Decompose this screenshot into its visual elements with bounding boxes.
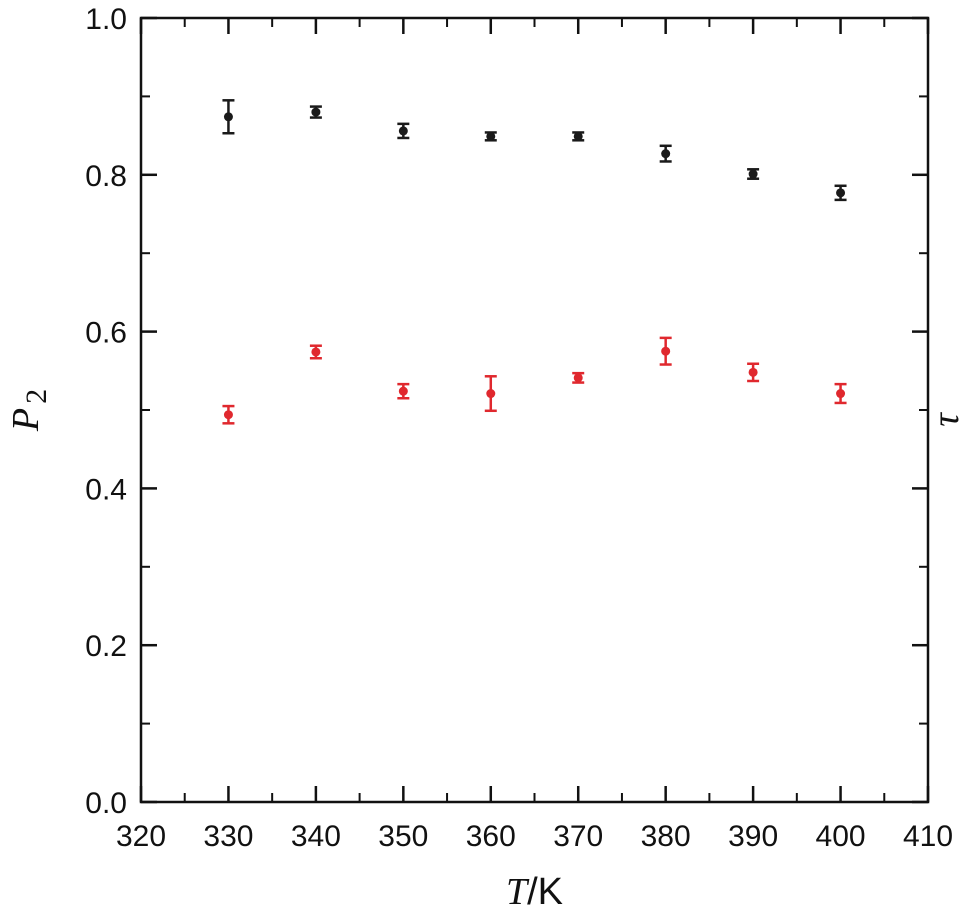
x-tick-label: 410: [903, 820, 953, 853]
data-point: [661, 346, 671, 356]
y-tick-label: 0.8: [85, 160, 127, 193]
x-tick-label: 360: [466, 820, 516, 853]
data-point: [573, 373, 583, 383]
x-tick-label: 400: [816, 820, 866, 853]
data-point: [486, 389, 496, 399]
x-tick-label: 340: [291, 820, 341, 853]
data-point: [398, 126, 408, 136]
y-label-symbol: P: [5, 408, 47, 432]
y-tick-label: 0.6: [85, 317, 127, 350]
axes: [139, 16, 930, 804]
y-tick-label: 1.0: [85, 3, 127, 36]
data-point: [836, 188, 846, 198]
series-1: [222, 99, 847, 202]
x-axis-label: T/K: [506, 871, 563, 913]
data-point: [223, 410, 233, 420]
data-points: [222, 99, 847, 425]
y-tick-label: 0.0: [85, 787, 127, 820]
data-point: [748, 169, 758, 179]
x-label-symbol: T: [506, 871, 530, 913]
series-2: [222, 336, 847, 425]
data-point: [398, 386, 408, 396]
plot-frame: [139, 16, 930, 804]
x-tick-label: 320: [116, 820, 166, 853]
data-point: [311, 347, 321, 357]
x-tick-label: 380: [641, 820, 691, 853]
data-point: [573, 131, 583, 141]
data-point: [748, 367, 758, 377]
data-point: [223, 112, 233, 122]
x-tick-label: 350: [378, 820, 428, 853]
x-tick-label: 330: [203, 820, 253, 853]
x-tick-label: 370: [553, 820, 603, 853]
x-tick-label: 390: [728, 820, 778, 853]
y-label-subscript: 2: [20, 389, 53, 404]
right-axis-label: τ: [925, 412, 967, 427]
ticks: [139, 16, 930, 804]
data-point: [311, 107, 321, 117]
data-point: [836, 389, 846, 399]
y-tick-label: 0.4: [85, 473, 127, 506]
x-label-unit: /K: [527, 871, 563, 913]
tick-labels: 320 330 340 350 360 370 380 390 400 410 0.0 0.2 0.4 0…: [85, 3, 953, 853]
data-point: [661, 149, 671, 159]
y-tick-label: 0.2: [85, 630, 127, 663]
data-point: [486, 131, 496, 141]
y-axis-label: P2: [5, 389, 53, 432]
